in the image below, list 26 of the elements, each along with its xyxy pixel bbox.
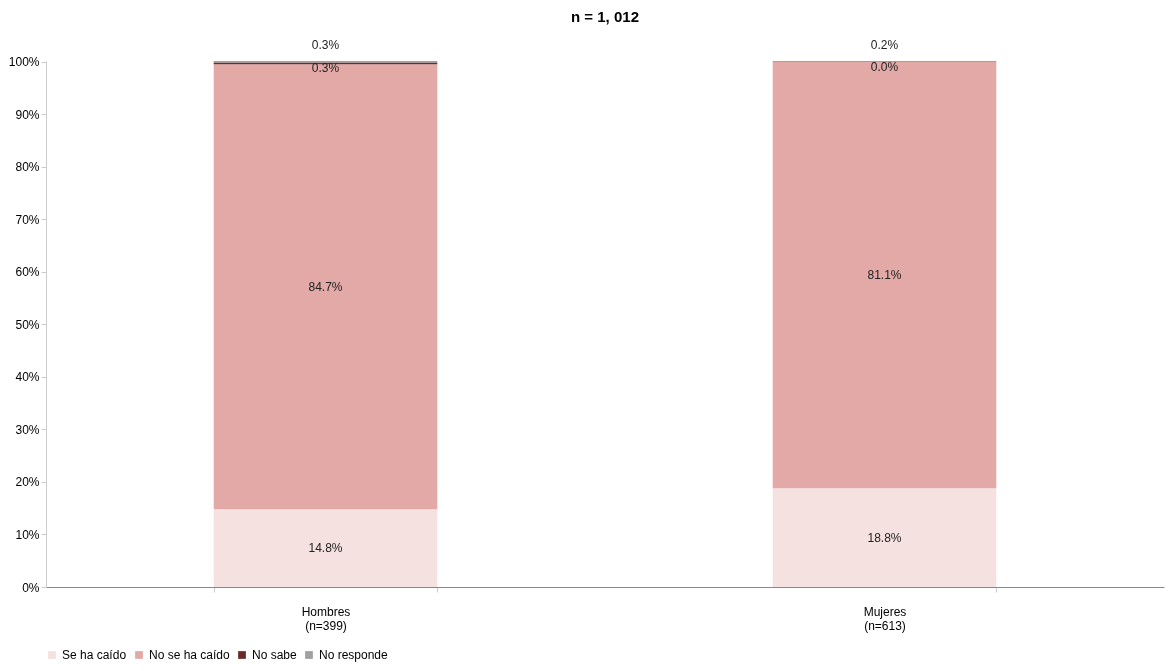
chart-title: n = 1, 012 [571, 8, 639, 25]
data-label: 0.0% [870, 60, 899, 75]
data-label: 0.2% [870, 38, 899, 52]
legend-label: No responde [319, 648, 389, 662]
x-tick-label: Hombres (n=399) [301, 604, 351, 633]
y-tick-label: 90% [15, 107, 40, 122]
legend-label: No sabe [252, 648, 298, 662]
data-label: 14.8% [308, 541, 343, 556]
data-label: 0.3% [311, 38, 340, 52]
x-tick-label: Mujeres (n=613) [863, 604, 907, 633]
y-tick-label: 30% [15, 422, 40, 437]
y-tick-label: 20% [15, 475, 40, 490]
y-tick-label: 100% [8, 55, 40, 70]
y-tick-label: 0% [22, 580, 40, 595]
y-tick-label: 70% [15, 212, 40, 227]
data-label: 81.1% [867, 268, 902, 283]
data-label: 18.8% [867, 530, 902, 545]
y-tick-label: 60% [15, 265, 40, 280]
data-label: 0.3% [311, 60, 340, 75]
y-tick-label: 10% [15, 527, 40, 542]
y-tick-label: 80% [15, 160, 40, 175]
y-tick-label: 50% [15, 317, 40, 332]
y-tick-label: 40% [15, 370, 40, 385]
legend-label: No se ha caído [149, 648, 231, 662]
data-label: 84.7% [308, 279, 343, 294]
legend-label: Se ha caído [62, 648, 127, 662]
